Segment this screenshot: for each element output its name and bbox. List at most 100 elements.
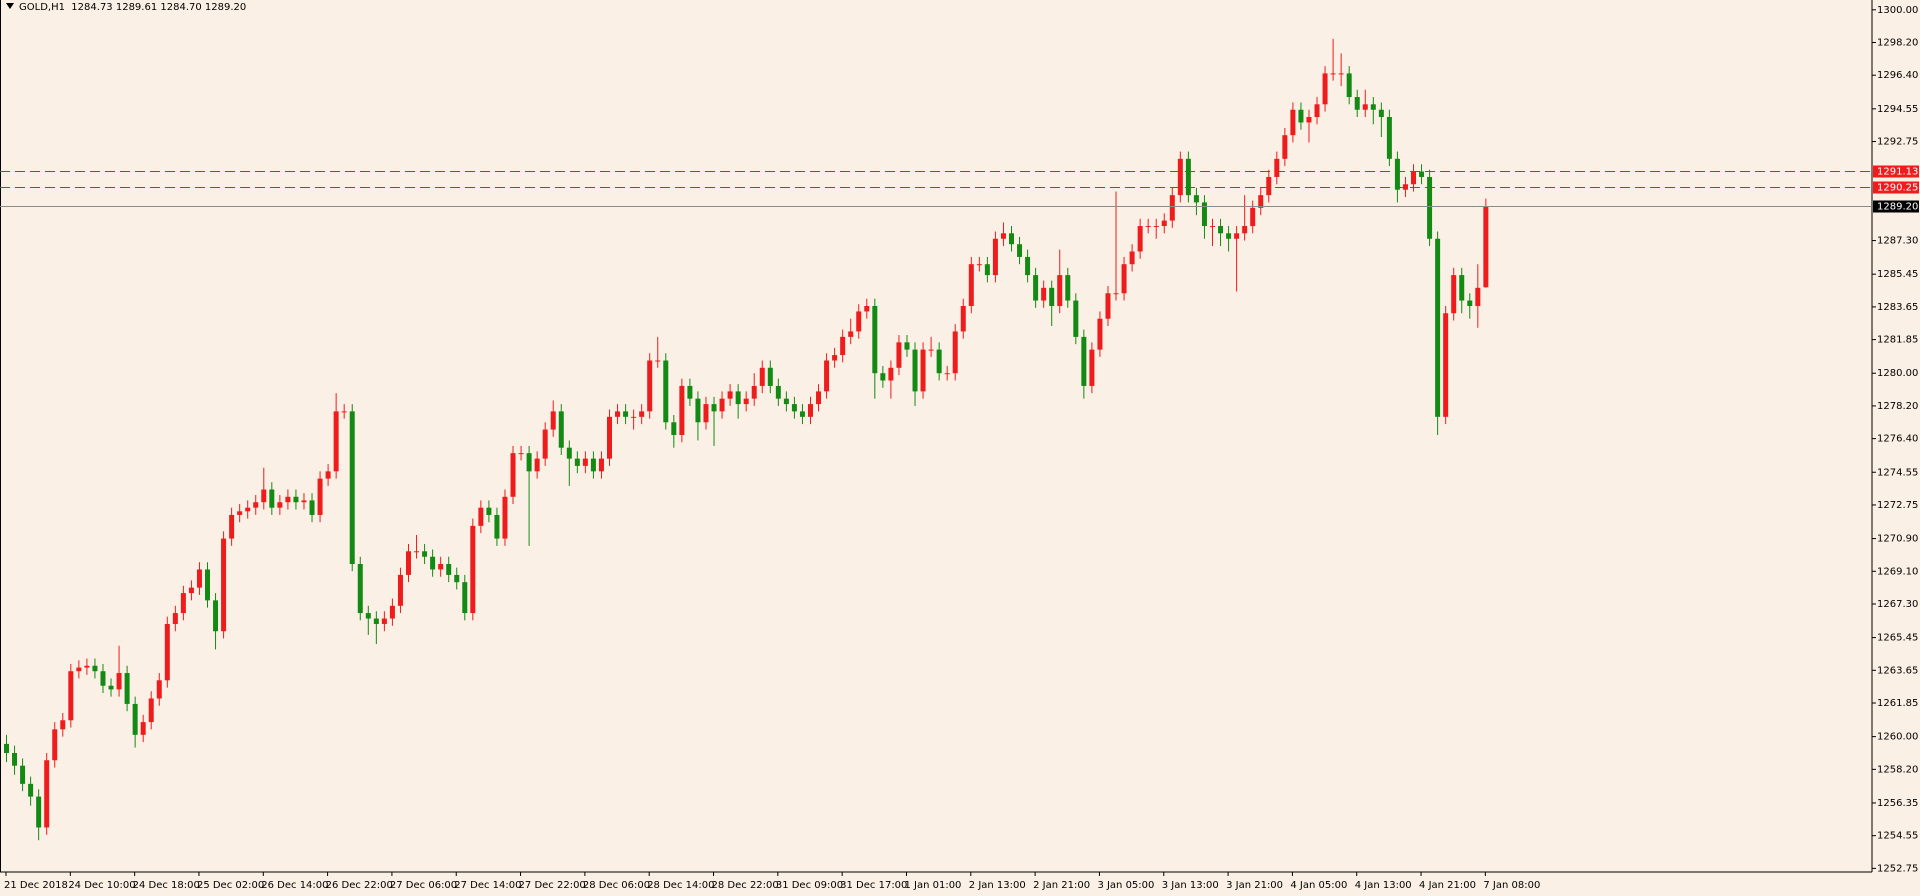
candle-body	[808, 404, 813, 417]
y-tick-label: 1280.00	[1877, 368, 1918, 379]
candle-body	[623, 411, 629, 417]
x-tick-label: 3 Jan 21:00	[1226, 880, 1283, 891]
candle-body	[1266, 176, 1272, 196]
x-tick-label: 31 Dec 17:00	[840, 880, 907, 891]
candle-body	[389, 605, 395, 619]
candle-body	[912, 349, 918, 392]
candle-body	[607, 416, 612, 459]
candle-body	[695, 398, 701, 423]
candle-body	[1025, 256, 1031, 276]
x-tick-label: 3 Jan 13:00	[1162, 880, 1219, 891]
candle-body	[1258, 195, 1264, 208]
candle-body	[960, 305, 966, 332]
candle-body	[1298, 109, 1304, 123]
candle-body	[1210, 226, 1215, 228]
candle-body	[1177, 158, 1183, 196]
candle-body	[1459, 275, 1465, 301]
candle-body	[148, 698, 154, 723]
candle-body	[406, 551, 411, 575]
candle-body	[20, 765, 26, 784]
collapse-arrow[interactable]	[6, 3, 14, 9]
candle-body	[703, 404, 709, 423]
candle-body	[518, 453, 524, 455]
y-tick-label: 1281.85	[1877, 335, 1918, 346]
candle-body	[759, 367, 765, 386]
candle-body	[4, 743, 9, 753]
x-tick-label: 24 Dec 18:00	[133, 880, 200, 891]
candle-body	[502, 496, 508, 539]
candle-body	[1041, 287, 1047, 301]
candle-body	[285, 496, 291, 503]
candle-body	[422, 551, 428, 557]
candle-body	[872, 305, 878, 374]
candle-body	[317, 478, 323, 515]
candle-body	[1346, 73, 1352, 98]
candle-body	[1185, 158, 1191, 196]
candle-body	[1483, 206, 1489, 288]
candle-body	[1443, 313, 1449, 417]
candle-body	[751, 385, 757, 399]
candle-body	[188, 587, 194, 594]
y-tick-label: 1294.55	[1877, 104, 1918, 115]
candle-body	[60, 720, 66, 730]
candle-body	[229, 514, 235, 539]
y-tick-label: 1260.00	[1877, 732, 1918, 743]
candle-body	[309, 500, 315, 515]
x-tick-label: 21 Dec 2018	[4, 880, 68, 891]
candle-body	[494, 514, 500, 539]
candle-body	[486, 507, 492, 515]
candle-body	[373, 618, 379, 624]
y-tick-label: 1267.30	[1877, 599, 1918, 610]
x-tick-label: 4 Jan 05:00	[1290, 880, 1347, 891]
price-level-box	[1873, 165, 1919, 178]
candle-body	[1201, 202, 1207, 227]
candle-body	[864, 305, 870, 312]
candle-body	[590, 458, 596, 472]
candle-body	[1145, 226, 1151, 228]
x-tick-label: 28 Dec 14:00	[647, 880, 714, 891]
candle-body	[454, 574, 460, 583]
candle-body	[647, 360, 653, 412]
candle-body	[381, 618, 387, 624]
candle-body	[1402, 184, 1408, 190]
candle-body	[928, 349, 934, 351]
candle-body	[534, 458, 540, 472]
x-tick-label: 24 Dec 10:00	[68, 880, 135, 891]
candle-body	[904, 342, 910, 350]
candle-body	[1137, 226, 1143, 252]
y-tick-label: 1265.45	[1877, 633, 1918, 644]
candle-body	[1274, 158, 1280, 177]
candle-body	[52, 729, 58, 761]
candle-body	[1330, 73, 1336, 75]
candle-body	[671, 422, 677, 436]
candle-body	[735, 391, 741, 405]
candle-body	[245, 507, 251, 512]
y-tick-label: 1283.65	[1877, 302, 1918, 313]
candle-body	[84, 665, 90, 668]
x-tick-label: 7 Jan 08:00	[1483, 880, 1540, 891]
candle-body	[237, 511, 243, 515]
candle-body	[1081, 336, 1087, 386]
candle-body	[1193, 195, 1199, 203]
candle-body	[132, 703, 138, 735]
candle-body	[438, 564, 444, 570]
candle-body	[816, 391, 822, 405]
candle-body	[1105, 293, 1111, 319]
candle-body	[430, 556, 436, 570]
candle-body	[92, 665, 98, 672]
candle-body	[301, 500, 307, 503]
y-tick-label: 1252.75	[1877, 863, 1918, 874]
candle-body	[269, 489, 275, 508]
candle-body	[28, 783, 34, 797]
y-tick-label: 1263.65	[1877, 665, 1918, 676]
candle-body	[341, 411, 347, 413]
candle-body	[944, 373, 950, 375]
candle-body	[743, 398, 749, 405]
candle-body	[1242, 226, 1248, 234]
candle-body	[880, 373, 886, 381]
candle-body	[12, 752, 18, 766]
candle-body	[462, 582, 468, 614]
y-tick-label: 1256.35	[1877, 798, 1918, 809]
